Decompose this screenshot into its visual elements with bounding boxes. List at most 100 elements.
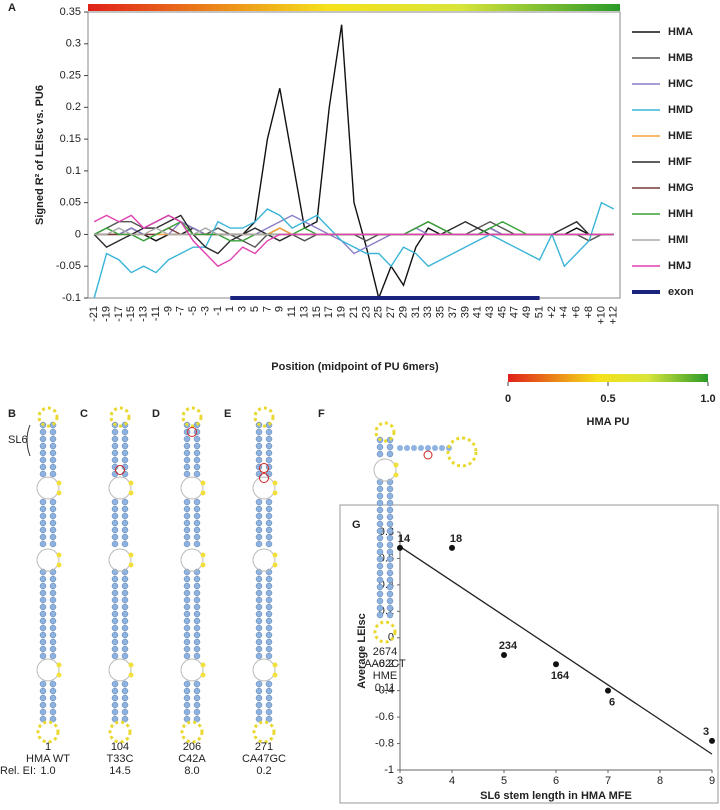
base: [111, 526, 119, 534]
base: [386, 541, 394, 549]
base: [193, 589, 201, 597]
base: [193, 442, 201, 450]
y-tick-label: 0.05: [60, 197, 81, 209]
mutation: [115, 465, 125, 475]
structure-mutation: AA62CT: [364, 658, 406, 670]
base: [265, 617, 273, 625]
legend-label: HMF: [668, 156, 692, 168]
base: [397, 445, 403, 451]
loop: [252, 548, 276, 572]
base: [39, 505, 47, 513]
base: [386, 604, 394, 612]
base: [39, 456, 47, 464]
base: [265, 624, 273, 632]
base: [265, 512, 273, 520]
base: [265, 645, 273, 653]
base: [193, 512, 201, 520]
base: [49, 435, 57, 443]
legend-label: HMJ: [668, 260, 691, 272]
series-line: [93, 214, 614, 268]
x-tick-label: 6: [553, 775, 559, 787]
branch-loop: [446, 436, 478, 468]
structure-mutation: T33C: [107, 753, 134, 765]
base: [111, 617, 119, 625]
base: [193, 624, 201, 632]
base: [255, 680, 263, 688]
base: [49, 582, 57, 590]
base: [121, 701, 129, 709]
base: [111, 631, 119, 639]
base: [39, 589, 47, 597]
x-tick-label: 11: [286, 306, 298, 317]
base: [111, 680, 119, 688]
base: [111, 701, 119, 709]
base: [265, 596, 273, 604]
base: [49, 442, 57, 450]
panel-label: A: [8, 2, 16, 14]
base: [255, 603, 263, 611]
base: [183, 596, 191, 604]
base: [265, 708, 273, 716]
base: [49, 631, 57, 639]
base: [49, 463, 57, 471]
x-tick-label: -5: [187, 306, 199, 316]
base: [183, 456, 191, 464]
base: [265, 680, 273, 688]
base: [376, 576, 384, 584]
loop: [180, 658, 204, 682]
base: [121, 638, 129, 646]
base: [183, 589, 191, 597]
base: [265, 526, 273, 534]
base: [255, 645, 263, 653]
base: [111, 694, 119, 702]
base: [111, 603, 119, 611]
base: [193, 603, 201, 611]
base: [255, 617, 263, 625]
x-tick-label: +8: [583, 306, 595, 319]
base: [376, 520, 384, 528]
hairpin: [109, 406, 131, 428]
loop-base: [200, 562, 206, 568]
loop-base: [56, 662, 62, 668]
colorbar-label: HMA PU: [587, 416, 630, 428]
base: [255, 512, 263, 520]
base: [255, 435, 263, 443]
base: [39, 631, 47, 639]
base: [49, 694, 57, 702]
base: [183, 687, 191, 695]
base: [111, 498, 119, 506]
plot-frame: [339, 504, 719, 804]
base: [265, 638, 273, 646]
loop-base: [393, 462, 399, 468]
tail: [180, 720, 204, 744]
base: [39, 610, 47, 618]
base: [255, 631, 263, 639]
base: [255, 498, 263, 506]
colorbar: [508, 374, 708, 382]
base: [49, 617, 57, 625]
base: [265, 603, 273, 611]
tail: [108, 720, 132, 744]
base: [255, 596, 263, 604]
base: [49, 428, 57, 436]
base: [111, 638, 119, 646]
base: [111, 442, 119, 450]
base: [265, 715, 273, 723]
base: [121, 680, 129, 688]
x-tick-label: -19: [100, 306, 112, 322]
base: [376, 555, 384, 563]
structure-id: 104: [111, 741, 129, 753]
base: [255, 687, 263, 695]
base: [255, 708, 263, 716]
base: [111, 610, 119, 618]
base: [39, 442, 47, 450]
base: [121, 505, 129, 513]
base: [255, 428, 263, 436]
base: [111, 456, 119, 464]
loop-base: [200, 480, 206, 486]
base: [39, 582, 47, 590]
base: [121, 617, 129, 625]
mutation: [423, 450, 433, 460]
base: [386, 562, 394, 570]
base: [376, 541, 384, 549]
